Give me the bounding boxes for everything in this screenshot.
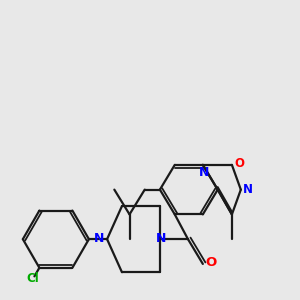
Text: N: N [94, 232, 104, 245]
Text: Cl: Cl [26, 272, 39, 286]
Text: N: N [199, 166, 210, 178]
Text: N: N [242, 183, 252, 196]
Text: O: O [234, 157, 244, 170]
Text: N: N [156, 232, 166, 245]
Text: O: O [206, 256, 217, 269]
